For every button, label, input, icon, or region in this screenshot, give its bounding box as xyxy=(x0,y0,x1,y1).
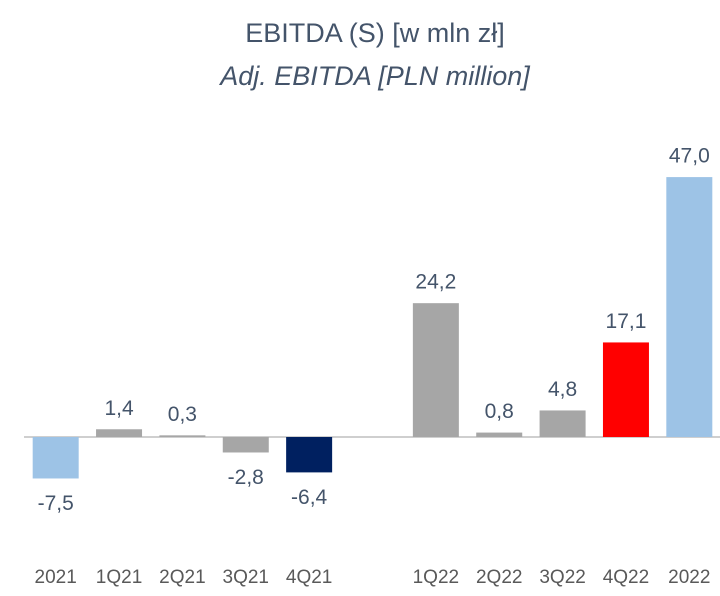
bar xyxy=(222,437,269,453)
value-label: 4,8 xyxy=(548,378,577,401)
value-label: 0,8 xyxy=(485,400,514,423)
value-label: 1,4 xyxy=(104,397,134,420)
x-tick-label: 1Q22 xyxy=(413,567,459,588)
bar xyxy=(286,437,333,473)
bar xyxy=(412,303,459,437)
x-tick-label: 2Q21 xyxy=(159,567,205,588)
x-tick-label: 4Q22 xyxy=(603,567,649,588)
x-tick-label: 2021 xyxy=(35,567,77,588)
x-tick-label: 3Q21 xyxy=(223,567,269,588)
value-label: 24,2 xyxy=(415,271,456,294)
bar xyxy=(159,435,206,437)
bar xyxy=(32,437,79,479)
value-label: 47,0 xyxy=(669,145,710,168)
chart-title: EBITDA (S) [w mln zł] xyxy=(245,18,505,48)
value-label: 0,3 xyxy=(168,403,197,426)
value-label: -6,4 xyxy=(291,486,328,509)
bar xyxy=(666,177,713,437)
x-tick-label: 2022 xyxy=(668,567,710,588)
bar xyxy=(96,429,143,437)
x-tick-label: 4Q21 xyxy=(286,567,332,588)
x-tick-label: 3Q22 xyxy=(539,567,585,588)
chart-subtitle: Adj. EBITDA [PLN million] xyxy=(218,61,531,91)
value-label: 17,1 xyxy=(606,310,647,333)
x-tick-label: 2Q22 xyxy=(476,567,522,588)
x-tick-label: 1Q21 xyxy=(96,567,142,588)
value-label: -2,8 xyxy=(228,466,264,489)
bar xyxy=(539,410,586,437)
bar xyxy=(476,432,523,437)
bar xyxy=(602,342,649,437)
value-label: -7,5 xyxy=(38,492,74,515)
